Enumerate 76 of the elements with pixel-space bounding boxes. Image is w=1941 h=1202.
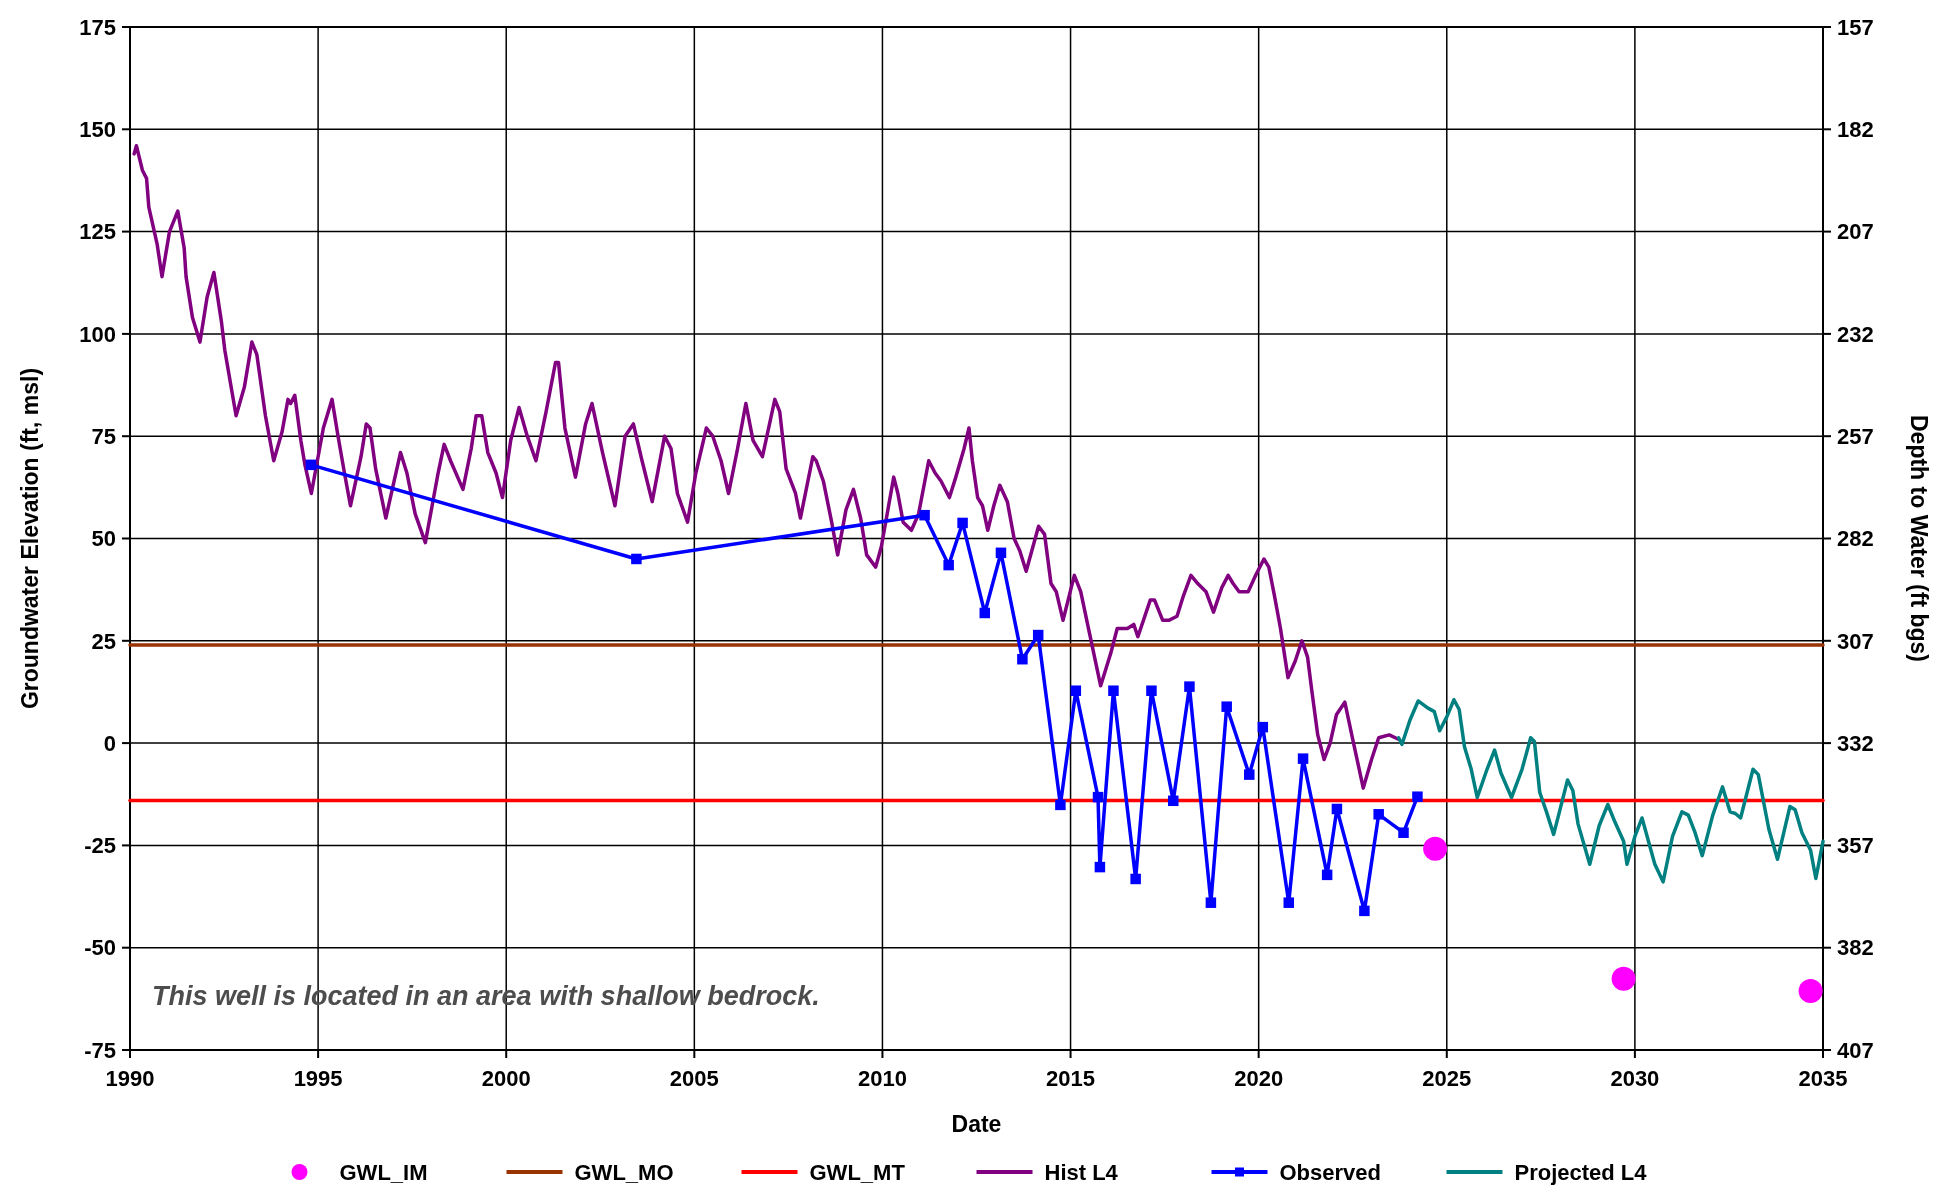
x-tick-label: 1990 (105, 1066, 155, 1091)
point (1359, 905, 1370, 917)
y2-axis-title: Depth to Water (ft bgs) (1906, 414, 1932, 663)
x-tick-label: 2010 (857, 1066, 907, 1091)
point (1798, 979, 1823, 1004)
point (1017, 653, 1028, 665)
y2-tick-label: 232 (1837, 321, 1874, 347)
y2-tick-label: 257 (1837, 423, 1874, 449)
x-tick-label: 2000 (481, 1066, 531, 1091)
y-tick-label: 0 (103, 730, 116, 756)
point (995, 547, 1007, 559)
line-series (132, 143, 1400, 790)
x-tick-label: 2005 (669, 1066, 719, 1091)
y2-tick-label: 357 (1837, 833, 1874, 859)
y-tick-label: -75 (84, 1037, 116, 1063)
line-series (1396, 697, 1825, 884)
point (1205, 897, 1217, 908)
point (1244, 769, 1255, 780)
y-tick-label: 50 (91, 526, 116, 552)
legend-label: GWL_MO (574, 1160, 674, 1185)
point (305, 459, 317, 471)
legend-label: GWL_MT (809, 1160, 906, 1185)
y2-tick-label: 307 (1837, 628, 1874, 654)
point (1168, 795, 1179, 807)
y2-tick-label: 332 (1837, 730, 1874, 756)
point (1321, 869, 1333, 881)
point (1257, 721, 1269, 733)
point (1398, 827, 1409, 838)
x-tick-label: 1995 (293, 1066, 343, 1091)
point (1297, 753, 1309, 764)
y-tick-label: 25 (91, 628, 116, 654)
x-tick-label: 2015 (1046, 1066, 1096, 1091)
point (631, 553, 642, 565)
x-tick-label: 2025 (1422, 1066, 1472, 1091)
point (1055, 799, 1066, 811)
y-tick-label: -50 (84, 935, 116, 961)
y-tick-label: 100 (79, 321, 116, 347)
point (1092, 791, 1104, 803)
point (919, 509, 930, 521)
point (943, 559, 954, 571)
point (1130, 873, 1141, 885)
y2-tick-label: 282 (1837, 526, 1874, 552)
point (957, 517, 968, 529)
point (1283, 897, 1295, 908)
y2-tick-label: 382 (1837, 935, 1874, 961)
point (1108, 685, 1119, 696)
y2-tick-label: 182 (1837, 117, 1874, 142)
y2-tick-label: 157 (1837, 14, 1874, 40)
point (1221, 701, 1232, 712)
point (1032, 629, 1044, 641)
point (1070, 685, 1082, 696)
y-tick-label: 125 (79, 219, 116, 245)
x-tick-label: 2030 (1610, 1066, 1660, 1091)
legend-label: GWL_IM (339, 1160, 428, 1185)
point (1373, 809, 1384, 820)
legend-label: Observed (1279, 1160, 1381, 1185)
point (979, 607, 991, 619)
y-tick-label: 175 (79, 14, 116, 40)
y2-tick-label: 207 (1837, 219, 1874, 245)
point (1094, 861, 1106, 873)
point (1412, 791, 1423, 802)
y-tick-label: -25 (84, 833, 116, 859)
x-tick-label: 2020 (1234, 1066, 1284, 1091)
point (1146, 685, 1157, 696)
legend-label: Hist L4 (1044, 1160, 1119, 1185)
point (1611, 966, 1636, 991)
y-tick-label: 150 (79, 117, 116, 142)
x-axis-title: Date (951, 1111, 1002, 1137)
point (1331, 803, 1343, 815)
point (1423, 836, 1448, 861)
x-tick-label: 2035 (1798, 1066, 1848, 1091)
y-axis-title: Groundwater Elevation (ft, msl) (17, 367, 43, 710)
y2-tick-label: 407 (1837, 1037, 1874, 1063)
point (1184, 681, 1195, 692)
y-tick-label: 75 (91, 423, 116, 449)
legend-label: Projected L4 (1514, 1160, 1648, 1185)
